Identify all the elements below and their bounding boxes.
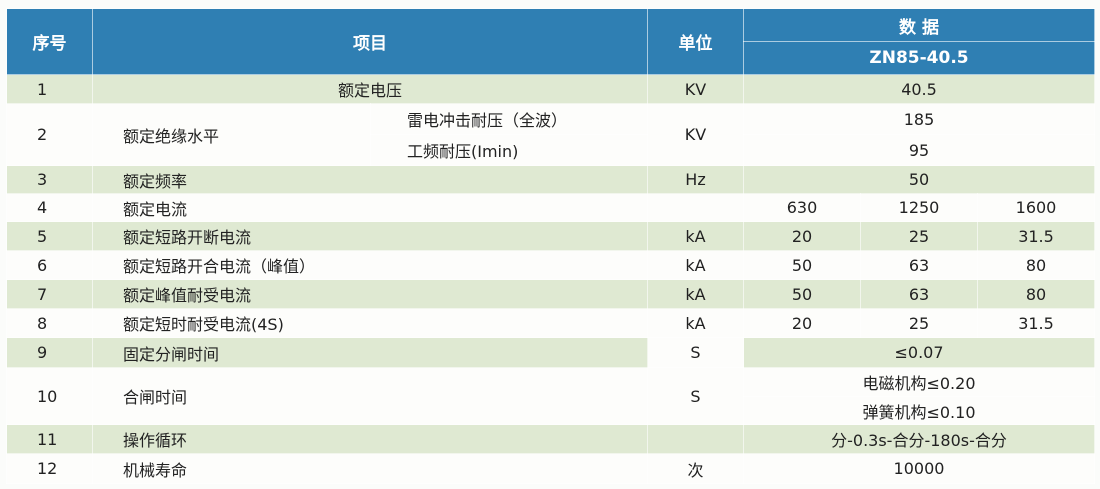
row-value: 10000 bbox=[743, 453, 1095, 484]
row-value: 80 bbox=[977, 279, 1095, 309]
row-value: 弹簧机构≤0.10 bbox=[743, 396, 1095, 425]
row-value: 分-0.3s-合分-180s-合分 bbox=[743, 424, 1095, 454]
row-item: 额定短时耐受电流(4S) bbox=[92, 308, 648, 338]
table-row: 11 操作循环 分-0.3s-合分-180s-合分 bbox=[6, 424, 1095, 454]
row-no: 10 bbox=[6, 367, 93, 425]
row-item: 合闸时间 bbox=[92, 367, 648, 425]
table-row: 10 合闸时间 S 电磁机构≤0.20 bbox=[6, 367, 1095, 425]
row-unit: KV bbox=[647, 103, 744, 166]
row-no: 8 bbox=[6, 308, 93, 338]
row-no: 12 bbox=[6, 453, 93, 484]
row-value: 25 bbox=[860, 308, 978, 338]
row-value: 25 bbox=[860, 221, 978, 251]
table-row: 7 额定峰值耐受电流 kA 50 63 80 bbox=[6, 279, 1095, 309]
header-unit: 单位 bbox=[647, 8, 744, 75]
row-value: 31.5 bbox=[977, 308, 1095, 338]
header-data: 数 据 bbox=[743, 8, 1095, 42]
table-row: 12 机械寿命 次 10000 bbox=[6, 453, 1095, 484]
row-no: 9 bbox=[6, 337, 93, 368]
row-value: 185 bbox=[743, 103, 1095, 135]
table-row: 1 额定电压 KV 40.5 bbox=[6, 74, 1095, 104]
header-item: 项目 bbox=[92, 8, 648, 75]
row-item: 额定峰值耐受电流 bbox=[92, 279, 648, 309]
header-no: 序号 bbox=[6, 8, 93, 75]
row-unit: kA bbox=[647, 221, 744, 251]
row-subitem: 工频耐压(Imin) bbox=[370, 134, 648, 166]
row-no: 3 bbox=[6, 165, 93, 194]
row-value: 40.5 bbox=[743, 74, 1095, 104]
row-unit: 次 bbox=[647, 453, 744, 484]
table-row: 9 固定分闸时间 S ≤0.07 bbox=[6, 337, 1095, 368]
row-no: 1 bbox=[6, 74, 93, 104]
row-unit: kA bbox=[647, 250, 744, 280]
header-model: ZN85-40.5 bbox=[743, 41, 1095, 75]
row-item: 额定电压 bbox=[92, 74, 648, 104]
row-unit: S bbox=[647, 367, 744, 425]
row-unit: S bbox=[647, 337, 744, 368]
row-value: 20 bbox=[743, 221, 861, 251]
row-value: 63 bbox=[860, 279, 978, 309]
table-row: 4 额定电流 630 1250 1600 bbox=[6, 193, 1095, 222]
row-no: 7 bbox=[6, 279, 93, 309]
row-value: 50 bbox=[743, 279, 861, 309]
row-item: 额定频率 bbox=[92, 165, 648, 194]
row-item: 额定电流 bbox=[92, 193, 648, 222]
row-value: 20 bbox=[743, 308, 861, 338]
row-unit: KV bbox=[647, 74, 744, 104]
row-unit: Hz bbox=[647, 165, 744, 194]
row-item: 额定短路开断电流 bbox=[92, 221, 648, 251]
spec-table: 序号 项目 单位 数 据 ZN85-40.5 1 额定电压 KV 40.5 2 … bbox=[6, 8, 1095, 484]
table-row: 2 额定绝缘水平 雷电冲击耐压（全波） KV 185 bbox=[6, 103, 1095, 166]
row-no: 6 bbox=[6, 250, 93, 280]
row-unit bbox=[647, 193, 744, 222]
row-no: 4 bbox=[6, 193, 93, 222]
row-value: 1600 bbox=[977, 193, 1095, 222]
row-unit: kA bbox=[647, 279, 744, 309]
row-value: 50 bbox=[743, 250, 861, 280]
table-row: 工频耐压(Imin) 95 bbox=[7, 134, 1095, 166]
row-no: 2 bbox=[6, 103, 93, 166]
row-value: 31.5 bbox=[977, 221, 1095, 251]
table-row: 3 额定频率 Hz 50 bbox=[6, 165, 1095, 194]
row-item: 固定分闸时间 bbox=[92, 337, 648, 368]
row-value: 电磁机构≤0.20 bbox=[743, 367, 1095, 397]
row-no: 5 bbox=[6, 221, 93, 251]
row-item: 操作循环 bbox=[92, 424, 648, 454]
row-subitem: 雷电冲击耐压（全波） bbox=[370, 103, 648, 135]
row-value: ≤0.07 bbox=[743, 337, 1095, 368]
table-row: 6 额定短路开合电流（峰值） kA 50 63 80 bbox=[6, 250, 1095, 280]
row-item: 机械寿命 bbox=[92, 453, 648, 484]
row-value: 80 bbox=[977, 250, 1095, 280]
row-unit: kA bbox=[647, 308, 744, 338]
row-unit bbox=[647, 424, 744, 454]
row-value: 1250 bbox=[860, 193, 978, 222]
row-value: 95 bbox=[743, 134, 1095, 166]
row-no: 11 bbox=[6, 424, 93, 454]
table-row: 5 额定短路开断电流 kA 20 25 31.5 bbox=[6, 221, 1095, 251]
row-value: 50 bbox=[743, 165, 1095, 194]
row-value: 630 bbox=[743, 193, 861, 222]
row-item: 额定短路开合电流（峰值） bbox=[92, 250, 648, 280]
table-row: 8 额定短时耐受电流(4S) kA 20 25 31.5 bbox=[6, 308, 1095, 338]
row-value: 63 bbox=[860, 250, 978, 280]
row-item: 额定绝缘水平 bbox=[92, 103, 371, 166]
